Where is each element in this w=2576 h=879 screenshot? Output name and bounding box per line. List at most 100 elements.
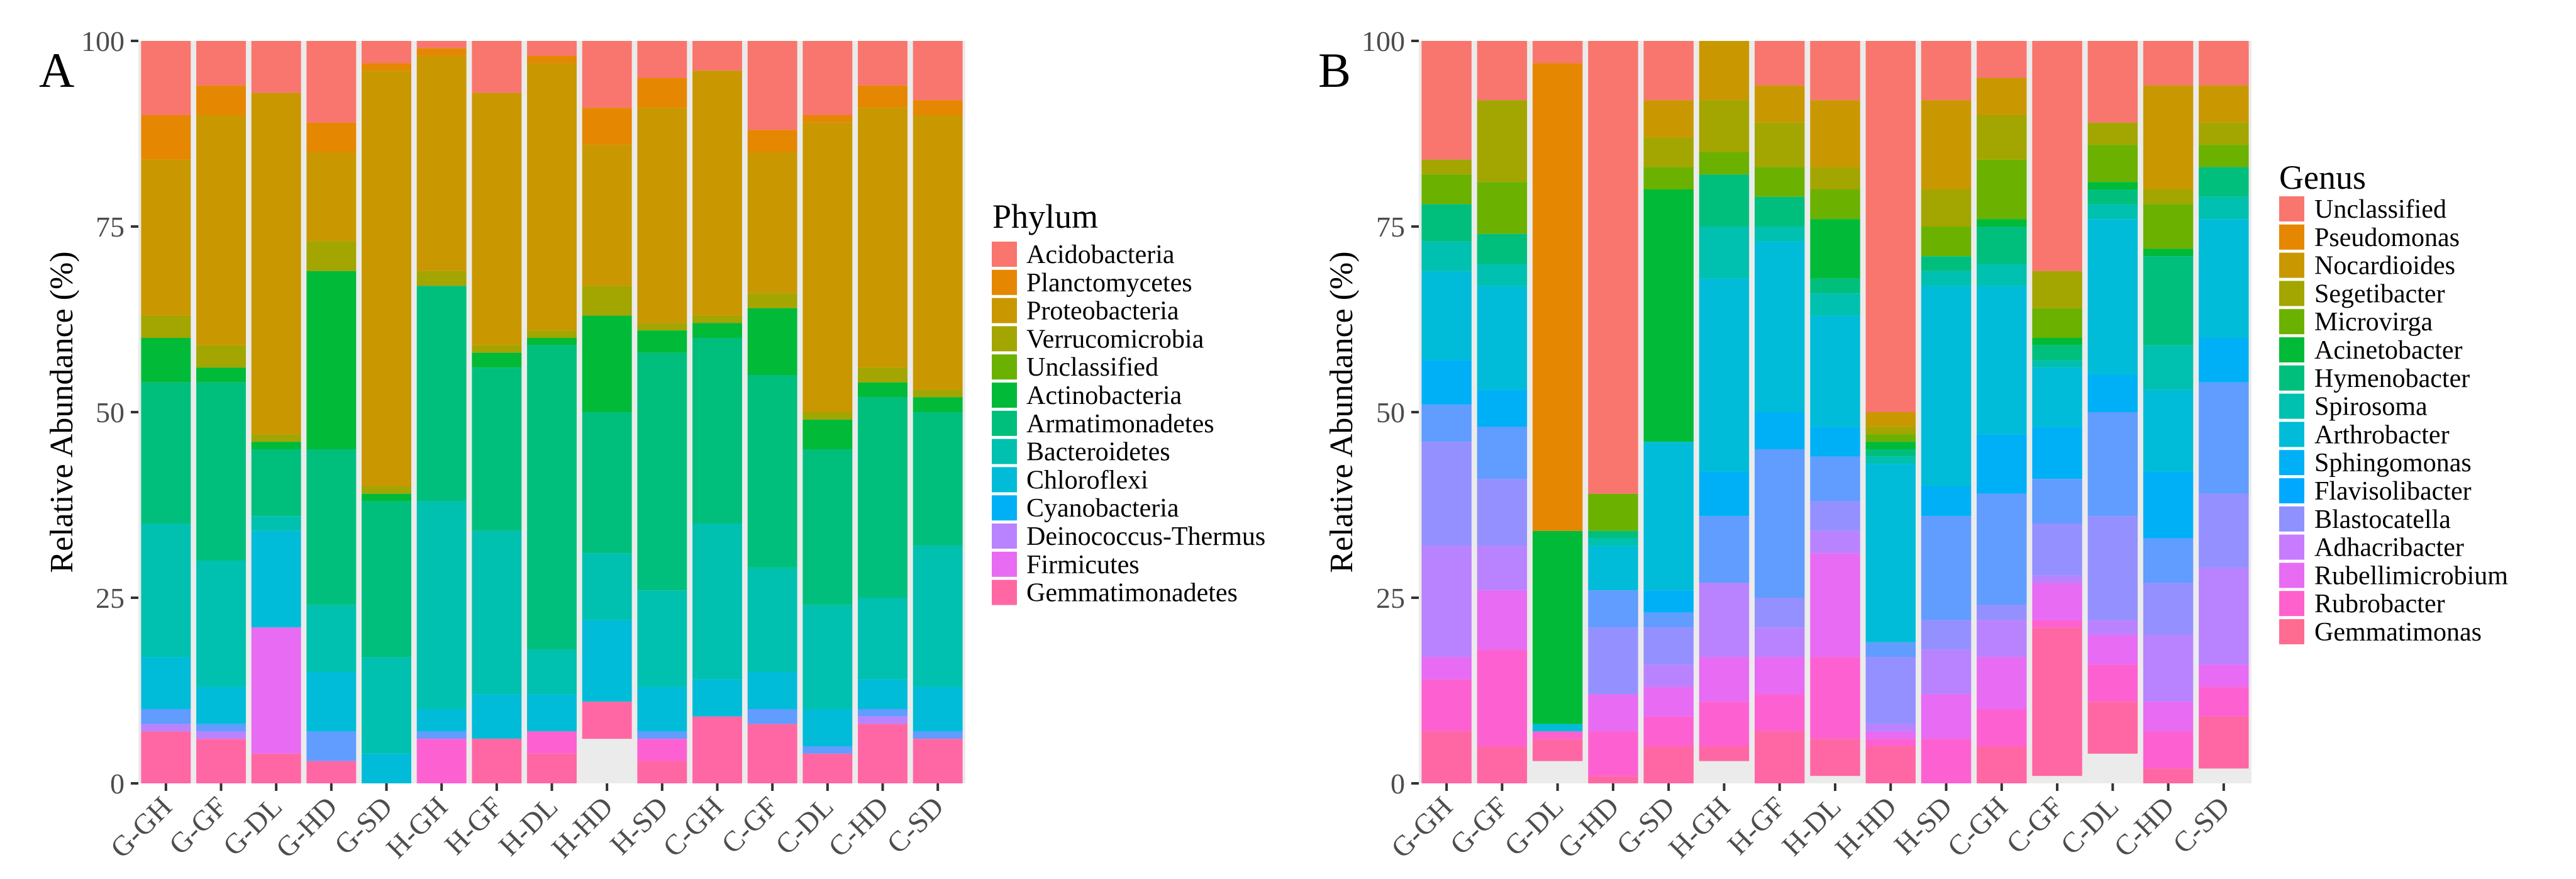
bar-segment (2199, 686, 2249, 717)
bar-segment (1810, 41, 1860, 101)
bar-segment (472, 352, 522, 368)
bar-segment (196, 367, 246, 383)
x-tick-label: C-DL (769, 790, 840, 861)
bar-segment (1477, 389, 1528, 427)
bar-segment (1921, 739, 1972, 783)
x-tick-label: H-GH (380, 790, 453, 864)
bar-segment (527, 753, 577, 783)
bar-segment (2087, 516, 2138, 620)
bar-segment (1865, 449, 1916, 457)
bar-segment (858, 85, 908, 108)
bar-segment (2143, 731, 2194, 769)
bar-segment (416, 271, 467, 286)
bar-segment (1643, 41, 1694, 101)
bar-segment (1477, 427, 1528, 479)
y-tick-label: 75 (1376, 211, 1405, 243)
bar-segment (527, 731, 577, 754)
bar-segment (1865, 657, 1916, 724)
bar-segment (251, 92, 301, 435)
x-tick-label: C-SD (2167, 790, 2236, 859)
x-tick-label: G-DL (1498, 790, 1570, 862)
bar-segment (1755, 449, 1805, 598)
bar-segment (2032, 427, 2082, 479)
bar-segment (802, 122, 853, 413)
bar-segment (858, 367, 908, 383)
bar-segment (306, 672, 357, 732)
bar-segment (858, 397, 908, 598)
bar-segment (637, 323, 687, 331)
bar-segment (196, 739, 246, 783)
bar-segment (1588, 694, 1638, 732)
bar-segment (802, 709, 853, 746)
bar-segment (472, 694, 522, 739)
bar-segment (1588, 546, 1638, 591)
bar-segment (1477, 649, 1528, 746)
bar-segment (472, 530, 522, 695)
bar-stack-g-gf (196, 41, 246, 783)
bar-segment (2087, 122, 2138, 145)
bar-stack-c-hd (858, 41, 908, 783)
bar-segment (1643, 137, 1694, 167)
bar-stack-h-dl (1810, 41, 1860, 776)
bar-segment (306, 241, 357, 271)
bar-segment (196, 561, 246, 687)
bar-segment (251, 442, 301, 449)
x-tick-label: C-GF (2000, 790, 2069, 859)
bar-segment (2143, 249, 2194, 257)
bar-segment (1810, 293, 1860, 316)
panel-b: B 0 25 50 75 100 Relative Abundance (%) G-GHG-G… (1318, 25, 2508, 864)
bar-segment (2143, 189, 2194, 204)
bar-segment (747, 568, 797, 672)
bar-segment (1810, 219, 1860, 279)
bar-segment (1421, 679, 1472, 732)
bar-segment (1810, 530, 1860, 554)
bar-stack-c-gf (747, 41, 797, 783)
legend-label: Nocardioides (2314, 252, 2455, 281)
bar-segment (251, 753, 301, 783)
bar-segment (2143, 583, 2194, 635)
legend-label: Sphingomonas (2314, 449, 2472, 478)
bar-segment (141, 315, 191, 338)
bar-segment (2199, 219, 2249, 338)
y-axis-title: Relative Abundance (%) (44, 251, 80, 573)
bar-stack-h-gh (1699, 41, 1750, 761)
panel-a: A 0 25 50 75 100 Relative Abundance (%) G-GHG-G… (39, 25, 1265, 864)
bar-segment (2143, 389, 2194, 472)
bar-segment (1477, 182, 1528, 234)
bar-segment (1532, 63, 1583, 531)
legend-swatch (992, 579, 1017, 605)
bar-segment (196, 41, 246, 86)
bar-segment (527, 694, 577, 732)
bar-segment (1921, 694, 1972, 739)
bar-segment (306, 271, 357, 449)
bar-stack-c-sd (2199, 41, 2249, 769)
bar-segment (582, 41, 632, 108)
x-tick-label: G-HD (270, 790, 343, 864)
bar-segment (1921, 100, 1972, 189)
bar-segment (527, 649, 577, 695)
bar-segment (141, 115, 191, 160)
bar-segment (747, 672, 797, 709)
bar-segment (1865, 724, 1916, 732)
bar-segment (1977, 159, 2027, 220)
bar-segment (2143, 85, 2194, 189)
bar-segment (1977, 264, 2027, 286)
bar-segment (1421, 442, 1472, 546)
bar-stack-g-hd (1588, 41, 1638, 783)
bar-segment (196, 345, 246, 368)
bar-segment (1755, 694, 1805, 732)
legend-swatch (2279, 506, 2304, 532)
bar-segment (1977, 709, 2027, 746)
bar-stack-h-gf (472, 41, 522, 783)
bar-segment (2032, 41, 2082, 271)
bar-segment (2032, 523, 2082, 576)
bar-segment (1532, 731, 1583, 739)
bar-segment (1421, 546, 1472, 658)
legend-swatch (2279, 196, 2304, 221)
bar-segment (362, 70, 411, 486)
legend-label: Actinobacteria (1026, 381, 1182, 410)
bar-segment (1643, 664, 1694, 687)
bar-segment (1421, 731, 1472, 783)
bar-segment (1421, 360, 1472, 405)
